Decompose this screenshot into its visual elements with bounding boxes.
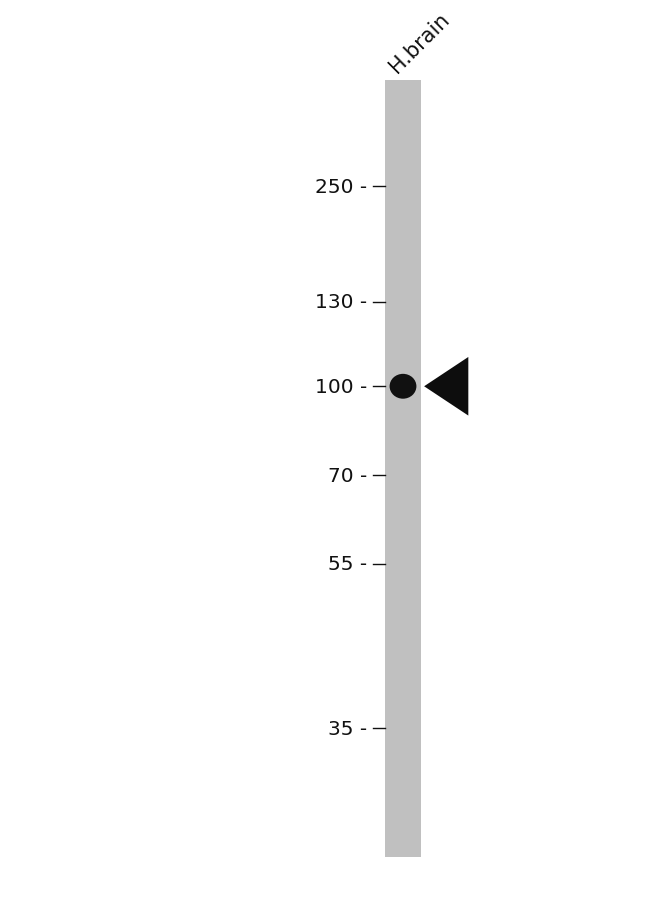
Text: 70 -: 70 -	[328, 466, 367, 485]
Text: 55 -: 55 -	[328, 555, 367, 573]
Text: 100 -: 100 -	[315, 378, 367, 396]
Text: 35 -: 35 -	[328, 719, 367, 738]
Text: H.brain: H.brain	[385, 9, 453, 76]
Text: 250 -: 250 -	[315, 177, 367, 197]
Polygon shape	[424, 357, 468, 416]
Text: 130 -: 130 -	[315, 293, 367, 312]
Ellipse shape	[389, 374, 417, 399]
Bar	[385, 81, 421, 857]
